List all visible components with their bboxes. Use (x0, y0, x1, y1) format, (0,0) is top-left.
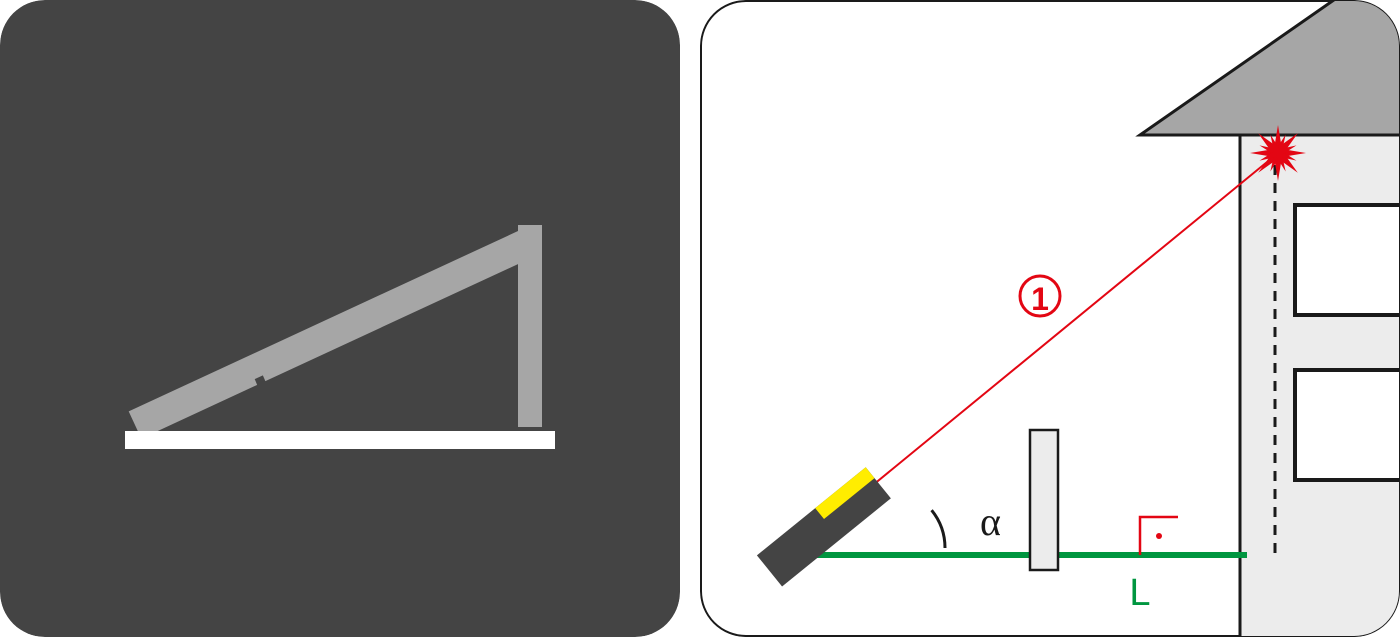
alpha-label: α (980, 499, 1001, 544)
scene-svg: α 1 L (700, 0, 1400, 637)
obstacle-post (1030, 430, 1058, 570)
svg-text:1: 1 (1031, 281, 1049, 317)
length-label: L (1129, 572, 1150, 614)
icon-panel (0, 0, 680, 637)
scene-panel: α 1 L (700, 0, 1400, 637)
house-window (1295, 205, 1400, 315)
house-window (1295, 370, 1400, 480)
triangle-icon-svg (0, 0, 680, 637)
